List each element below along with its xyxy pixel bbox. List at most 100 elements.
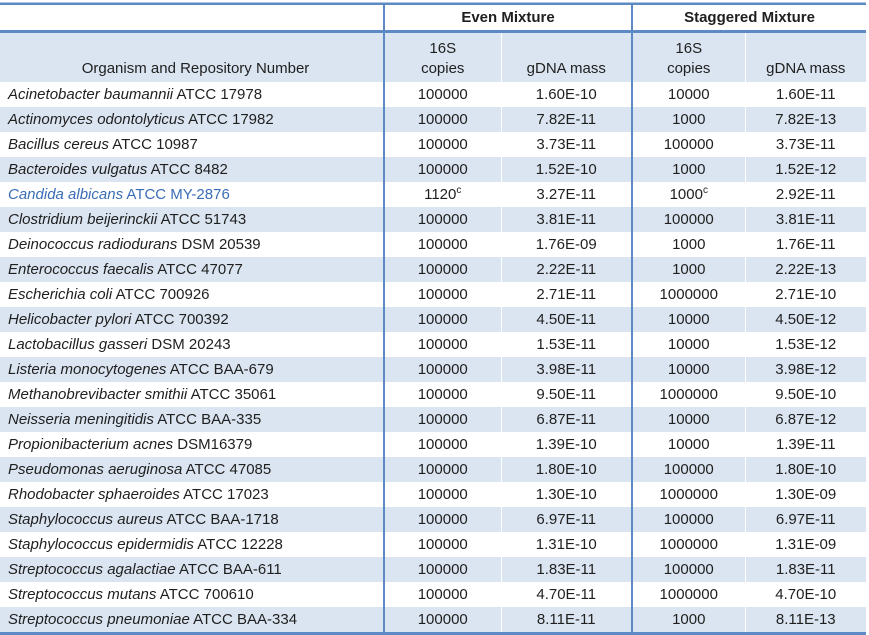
organism-cell: Rhodobacter sphaeroides ATCC 17023 — [0, 482, 384, 507]
sub-header-row: Organism and Repository Number 16S copies… — [0, 31, 866, 82]
even-gdna-mass-header: gDNA mass — [500, 31, 632, 82]
organism-name: Bacteroides vulgatus — [8, 161, 148, 178]
even-gdna-value: 3.98E-11 — [500, 357, 632, 382]
staggered-copies-cell: 1000 — [631, 257, 745, 282]
organism-name: Neisseria meningitidis — [8, 411, 154, 428]
staggered-copies-cell: 1000 — [631, 107, 745, 132]
table-row: Listeria monocytogenes ATCC BAA-679 1000… — [0, 357, 866, 382]
even-gdna-value: 9.50E-11 — [500, 382, 632, 407]
organism-cell: Actinomyces odontolyticus ATCC 17982 — [0, 107, 384, 132]
even-copies-value: 100000 — [417, 111, 468, 128]
organism-header-spacer — [0, 4, 384, 33]
even-copies-value: 100000 — [417, 336, 468, 353]
table-row: Bacillus cereus ATCC 10987 100000 3.73E-… — [0, 132, 866, 157]
staggered-gdna-value: 1.76E-11 — [744, 232, 866, 257]
table-row: Staphylococcus aureus ATCC BAA-1718 1000… — [0, 507, 866, 532]
table-row: Candida albicans ATCC MY-2876 1120c 3.27… — [0, 182, 866, 207]
even-copies-value: 100000 — [417, 386, 468, 403]
even-copies-cell: 100000 — [383, 382, 501, 407]
organism-name: Streptococcus pneumoniae — [8, 611, 190, 628]
organism-name: Methanobrevibacter smithii — [8, 386, 188, 403]
even-gdna-value: 1.53E-11 — [500, 332, 632, 357]
organism-cell: Bacillus cereus ATCC 10987 — [0, 132, 384, 157]
staggered-copies-value: 1000 — [669, 186, 703, 203]
table-row: Acinetobacter baumannii ATCC 17978 10000… — [0, 82, 866, 107]
strain-id: ATCC BAA-611 — [178, 561, 282, 578]
strain-id: ATCC 10987 — [112, 136, 198, 153]
even-copies-value: 100000 — [417, 211, 468, 228]
even-copies-value: 100000 — [417, 236, 468, 253]
staggered-copies-value: 1000000 — [659, 386, 718, 403]
strain-id: ATCC BAA-335 — [157, 411, 262, 428]
even-copies-cell: 100000 — [383, 532, 501, 557]
table-row: Streptococcus mutans ATCC 700610 100000 … — [0, 582, 866, 607]
staggered-gdna-value: 2.92E-11 — [744, 182, 866, 207]
staggered-gdna-value: 3.73E-11 — [744, 132, 866, 157]
staggered-gdna-value: 1.52E-12 — [744, 157, 866, 182]
table-row: Deinococcus radiodurans DSM 20539 100000… — [0, 232, 866, 257]
even-gdna-value: 6.97E-11 — [500, 507, 632, 532]
organism-name: Helicobacter pylori — [8, 311, 132, 328]
organism-cell: Deinococcus radiodurans DSM 20539 — [0, 232, 384, 257]
organism-name: Clostridium beijerinckii — [8, 211, 158, 228]
staggered-gdna-value: 1.30E-09 — [744, 482, 866, 507]
staggered-gdna-value: 2.71E-10 — [744, 282, 866, 307]
even-copies-value: 1120 — [424, 186, 457, 203]
even-gdna-value: 4.70E-11 — [500, 582, 632, 607]
even-copies-value: 100000 — [417, 286, 468, 303]
staggered-copies-cell: 1000000 — [631, 532, 745, 557]
strain-id: ATCC 35061 — [190, 386, 277, 403]
even-16s-copies-header: 16S copies — [383, 31, 501, 82]
organism-name: Pseudomonas aeruginosa — [8, 461, 183, 478]
organism-cell: Helicobacter pylori ATCC 700392 — [0, 307, 384, 332]
even-copies-cell: 100000 — [383, 207, 501, 232]
staggered-copies-value: 10000 — [667, 361, 710, 378]
staggered-copies-cell: 1000c — [631, 182, 745, 207]
even-copies-footnote: c — [456, 185, 462, 196]
staggered-copies-cell: 1000 — [631, 157, 745, 182]
staggered-gdna-value: 4.70E-10 — [744, 582, 866, 607]
strain-id: ATCC 700610 — [159, 586, 254, 603]
even-copies-value: 100000 — [417, 311, 468, 328]
organism-cell: Propionibacterium acnes DSM16379 — [0, 432, 384, 457]
staggered-copies-value: 10000 — [667, 336, 710, 353]
strain-id: ATCC BAA-679 — [169, 361, 274, 378]
even-copies-value: 100000 — [417, 561, 468, 578]
staggered-copies-value: 1000 — [672, 261, 706, 278]
staggered-gdna-value: 1.83E-11 — [744, 557, 866, 582]
strain-id: ATCC 51743 — [160, 211, 247, 228]
even-copies-value: 100000 — [417, 361, 468, 378]
organism-cell: Streptococcus mutans ATCC 700610 — [0, 582, 384, 607]
staggered-copies-cell: 10000 — [631, 432, 745, 457]
even-gdna-value: 8.11E-11 — [500, 607, 632, 634]
staggered-gdna-value: 3.98E-12 — [744, 357, 866, 382]
table-row: Helicobacter pylori ATCC 700392 100000 4… — [0, 307, 866, 332]
table-row: Neisseria meningitidis ATCC BAA-335 1000… — [0, 407, 866, 432]
even-copies-cell: 100000 — [383, 232, 501, 257]
strain-id: ATCC 47085 — [185, 461, 272, 478]
staggered-copies-cell: 100000 — [631, 557, 745, 582]
strain-id: DSM 20243 — [151, 336, 231, 353]
even-copies-cell: 100000 — [383, 457, 501, 482]
staggered-copies-value: 1000 — [672, 236, 706, 253]
staggered-copies-value: 100000 — [663, 136, 714, 153]
organism-name: Staphylococcus aureus — [8, 511, 164, 528]
staggered-gdna-value: 1.39E-11 — [744, 432, 866, 457]
table-body: Acinetobacter baumannii ATCC 17978 10000… — [0, 82, 866, 634]
organism-name: Rhodobacter sphaeroides — [8, 486, 180, 503]
staggered-copies-cell: 10000 — [631, 307, 745, 332]
organism-cell: Escherichia coli ATCC 700926 — [0, 282, 384, 307]
even-copies-cell: 100000 — [383, 507, 501, 532]
staggered-gdna-value: 3.81E-11 — [744, 207, 866, 232]
table-row: Enterococcus faecalis ATCC 47077 100000 … — [0, 257, 866, 282]
staggered-copies-cell: 10000 — [631, 407, 745, 432]
staggered-copies-value: 10000 — [667, 311, 710, 328]
staggered-copies-cell: 10000 — [631, 357, 745, 382]
organism-name: Bacillus cereus — [8, 136, 109, 153]
table-top-rule — [0, 2, 866, 3]
even-gdna-value: 2.22E-11 — [500, 257, 632, 282]
strain-id: ATCC 700926 — [115, 286, 210, 303]
even-copies-cell: 100000 — [383, 582, 501, 607]
staggered-copies-value: 1000 — [672, 611, 706, 628]
strain-id: ATCC BAA-334 — [193, 611, 298, 628]
